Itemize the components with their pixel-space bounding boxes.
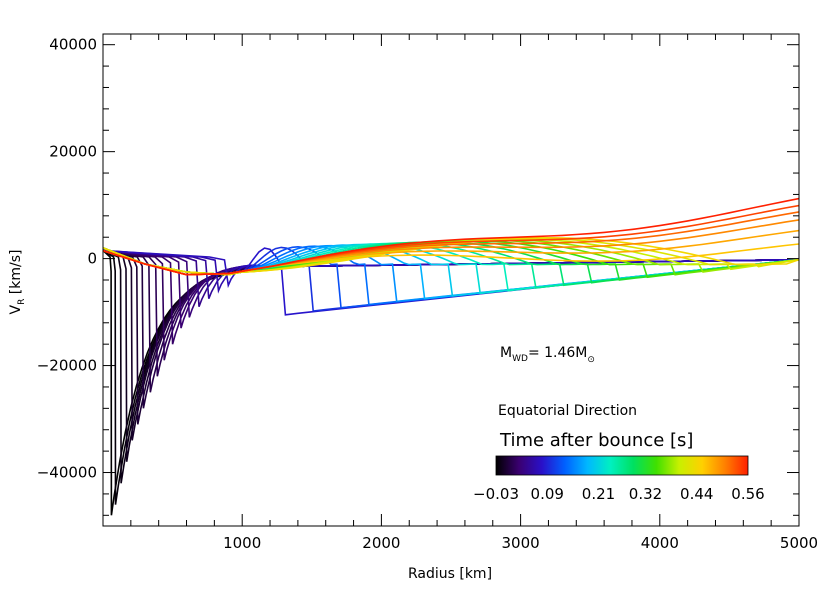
colorbar-tick-labels: −0.03 0.09 0.21 0.32 0.44 0.56 [473, 485, 765, 503]
colorbar-tick-label: 0.09 [531, 485, 564, 503]
x-tick-label: 4000 [641, 534, 679, 552]
x-tick-labels: 1000 2000 3000 4000 5000 [223, 534, 818, 552]
colorbar-title: Time after bounce [s] [499, 430, 693, 451]
axis-ticks [103, 34, 799, 526]
collapse-curve-8 [103, 249, 799, 377]
y-tick-label: 20000 [49, 143, 97, 161]
mass-annotation: MWD= 1.46M⊙ [500, 345, 595, 365]
y-tick-label: −20000 [37, 357, 97, 375]
colorbar-tick-label: 0.56 [731, 485, 764, 503]
colorbar-tick-label: 0.32 [629, 485, 662, 503]
mass-value: = 1.46M [528, 345, 587, 361]
colorbar [495, 455, 749, 476]
x-tick-label: 2000 [362, 534, 400, 552]
late-curve-0 [103, 243, 799, 276]
x-tick-label: 3000 [502, 534, 540, 552]
series-curves [103, 197, 799, 516]
y-tick-label: 0 [87, 250, 97, 268]
y-axis-label-main: V [8, 304, 24, 314]
direction-annotation: Equatorial Direction [498, 403, 637, 419]
colorbar-tick-label: 0.21 [582, 485, 615, 503]
collapse-curve-9 [103, 249, 799, 361]
y-tick-label: 40000 [49, 36, 97, 54]
y-axis-label-sub: R [17, 299, 27, 305]
late-curve-2 [103, 219, 799, 276]
colorbar-tick-label: −0.03 [473, 485, 519, 503]
sun-symbol: ⊙ [587, 355, 595, 365]
mass-symbol: M [500, 345, 512, 361]
late-curve-1 [103, 229, 799, 276]
y-tick-label: −40000 [37, 464, 97, 482]
y-axis-label: VR [km/s] [8, 250, 27, 315]
x-tick-label: 1000 [223, 534, 261, 552]
x-tick-label: 5000 [780, 534, 818, 552]
late-curve-5 [103, 197, 799, 276]
colorbar-tick-label: 0.44 [680, 485, 713, 503]
y-axis-label-unit: [km/s] [8, 250, 24, 299]
x-axis-label: Radius [km] [408, 566, 492, 582]
mass-subscript: WD [512, 354, 528, 364]
y-tick-labels: −40000 −20000 0 20000 40000 [37, 36, 97, 482]
